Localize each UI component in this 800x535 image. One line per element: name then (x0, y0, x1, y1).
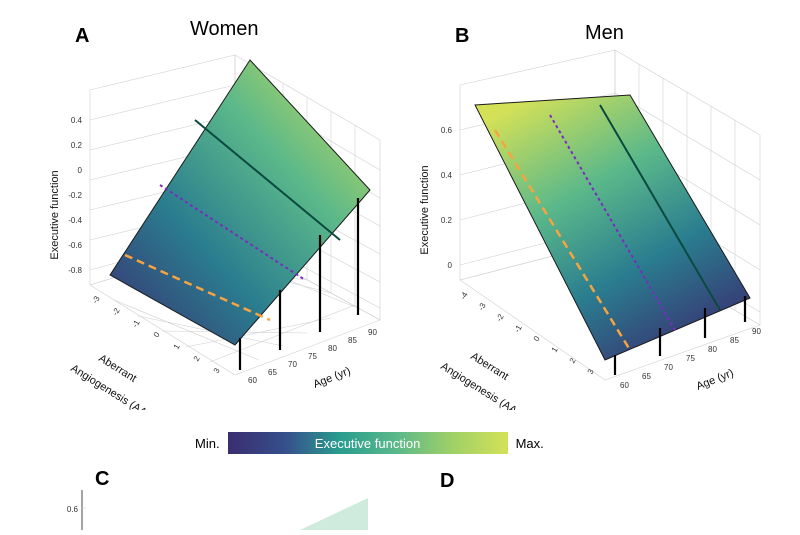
svg-text:0.6: 0.6 (441, 126, 453, 135)
svg-text:75: 75 (308, 352, 317, 361)
panel-c-band (300, 498, 368, 530)
svg-text:-2: -2 (494, 312, 506, 323)
z-axis-label-a: Executive function (49, 170, 61, 259)
svg-text:0: 0 (78, 166, 83, 175)
panel-c-ytick: 0.6 (67, 505, 79, 514)
svg-text:-1: -1 (512, 323, 524, 334)
svg-text:2: 2 (192, 354, 202, 363)
panel-b-3d: 0 0.2 0.4 0.6 Executive function -4 -3 -… (410, 30, 780, 410)
z-axis-label-b: Executive function (419, 165, 431, 254)
surface-a (110, 60, 370, 345)
svg-text:-0.4: -0.4 (68, 216, 82, 225)
svg-text:-2: -2 (110, 306, 122, 317)
y-ticks-a: 60 65 70 75 80 85 90 (248, 328, 377, 385)
svg-text:85: 85 (348, 336, 357, 345)
y-axis-label-a: Age (yr) (312, 365, 353, 391)
svg-text:0.2: 0.2 (71, 141, 83, 150)
svg-text:60: 60 (248, 376, 257, 385)
svg-text:-3: -3 (90, 294, 102, 305)
svg-text:85: 85 (730, 336, 739, 345)
svg-text:0.4: 0.4 (71, 116, 83, 125)
svg-text:0.2: 0.2 (441, 216, 453, 225)
svg-text:65: 65 (268, 368, 277, 377)
svg-text:1: 1 (172, 342, 182, 351)
svg-text:90: 90 (752, 327, 761, 336)
svg-text:2: 2 (568, 356, 578, 365)
svg-text:-0.2: -0.2 (68, 191, 82, 200)
z-ticks-a: -0.8 -0.6 -0.4 -0.2 0 0.2 0.4 (68, 116, 82, 275)
svg-text:-4: -4 (458, 290, 470, 301)
panel-d-label: D (440, 470, 454, 493)
colorbar-mid-label: Executive function (315, 436, 421, 451)
svg-text:60: 60 (620, 381, 629, 390)
svg-text:70: 70 (288, 360, 297, 369)
z-ticks-b: 0 0.2 0.4 0.6 (441, 126, 453, 270)
svg-text:80: 80 (328, 344, 337, 353)
svg-text:70: 70 (664, 363, 673, 372)
panel-a-3d: -0.8 -0.6 -0.4 -0.2 0 0.2 0.4 Executive … (40, 30, 400, 410)
svg-text:0: 0 (448, 261, 453, 270)
svg-text:0.4: 0.4 (441, 171, 453, 180)
colorbar-min-label: Min. (195, 436, 220, 451)
svg-text:-1: -1 (130, 318, 142, 329)
svg-text:-0.8: -0.8 (68, 266, 82, 275)
svg-text:3: 3 (586, 367, 596, 376)
y-axis-label-b: Age (yr) (695, 367, 736, 393)
colorbar-max-label: Max. (516, 436, 544, 451)
svg-text:0: 0 (152, 330, 162, 339)
svg-text:75: 75 (686, 354, 695, 363)
panel-c-partial: 0.6 (60, 490, 380, 530)
svg-text:80: 80 (708, 345, 717, 354)
svg-text:3: 3 (212, 366, 222, 375)
svg-text:90: 90 (368, 328, 377, 337)
svg-text:1: 1 (550, 345, 560, 354)
colorbar: Min. Executive function Max. (195, 432, 544, 454)
svg-text:-3: -3 (476, 301, 488, 312)
colorbar-gradient: Executive function (228, 432, 508, 454)
svg-text:-0.6: -0.6 (68, 241, 82, 250)
svg-text:65: 65 (642, 372, 651, 381)
panel-c-label: C (95, 468, 109, 491)
